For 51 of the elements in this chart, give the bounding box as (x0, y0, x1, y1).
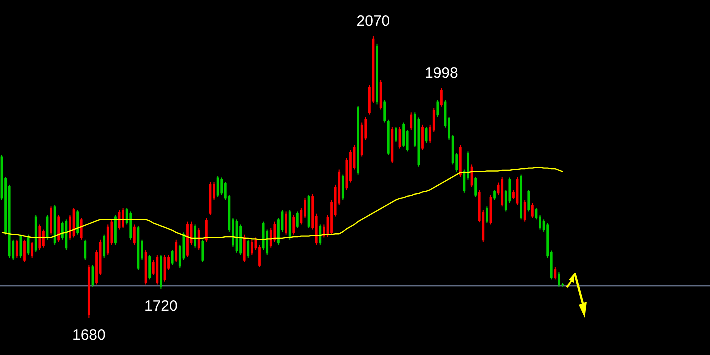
candlestick (216, 176, 220, 198)
candlestick (205, 218, 208, 243)
candlestick (24, 239, 26, 263)
candlestick (76, 210, 80, 236)
candlestick (247, 239, 250, 258)
candlestick (84, 239, 87, 261)
candlestick (528, 190, 530, 212)
candlestick (175, 239, 178, 263)
candlestick (558, 272, 560, 288)
candlestick (524, 200, 526, 222)
candlestick (16, 239, 18, 258)
candlestick (270, 228, 272, 248)
candlestick (250, 239, 254, 256)
annotation: 1720 (144, 298, 178, 316)
candlestick (274, 221, 276, 243)
candlestick (80, 218, 83, 240)
candlestick (410, 112, 413, 130)
candlestick (38, 224, 42, 251)
candlestick (395, 126, 398, 143)
candlestick (58, 214, 60, 243)
candlestick (319, 224, 322, 246)
candlestick (42, 229, 45, 248)
candlestick (436, 100, 440, 118)
candlestick (133, 224, 136, 246)
annotation: 2070 (356, 13, 390, 30)
candlestick (292, 214, 296, 236)
candlestick (258, 244, 261, 268)
candlestick (494, 190, 496, 201)
candlestick (194, 224, 197, 248)
candlestick (402, 122, 405, 148)
candlestick (296, 211, 299, 229)
candlestick (202, 239, 204, 263)
candlestick (554, 266, 557, 280)
candlestick (440, 88, 443, 108)
candlestick (198, 228, 200, 251)
candlestick (342, 174, 344, 201)
candlestick (220, 177, 224, 196)
candlestick (531, 202, 534, 219)
candlestick (285, 211, 288, 236)
candlestick (31, 242, 34, 258)
candlestick (148, 254, 152, 280)
candlestick (384, 100, 386, 124)
candlestick (171, 250, 174, 266)
annotation: 1680 (72, 327, 106, 344)
candlestick (122, 208, 124, 229)
candlestick (422, 124, 424, 151)
annotation: 1998 (425, 65, 458, 82)
candlestick (103, 234, 106, 258)
candlestick (474, 176, 478, 198)
candlestick (243, 234, 246, 263)
candlestick (486, 206, 488, 224)
